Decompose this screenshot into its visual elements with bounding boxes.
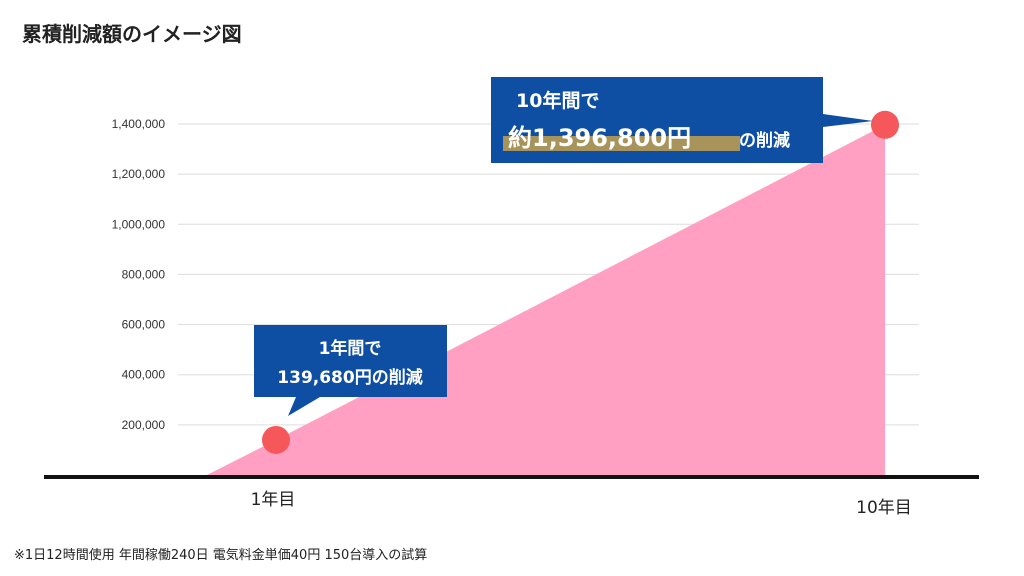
x-axis-labels: 1年目 10年目 xyxy=(251,490,912,518)
callout-year1-line2: 139,680円の削減 xyxy=(277,367,422,388)
y-tick-label: 600,000 xyxy=(122,318,166,332)
callout-year10-amount: 約1,396,800円 xyxy=(508,124,691,152)
data-point-marker xyxy=(262,425,290,454)
y-tick-label: 1,000,000 xyxy=(112,217,166,231)
y-tick-label: 400,000 xyxy=(122,368,166,382)
x-tick-label: 1年目 xyxy=(251,490,296,510)
callout-year1: 1年間で 139,680円の削減 xyxy=(254,325,447,416)
savings-area xyxy=(207,124,885,476)
callout-year10-suffix: の削減 xyxy=(739,130,790,151)
callout-year1-line1: 1年間で xyxy=(319,338,382,359)
x-tick-label: 10年目 xyxy=(856,498,912,518)
callout-year10: 10年間で 約1,396,800円 の削減 xyxy=(491,77,873,163)
callout-year1-box xyxy=(254,325,447,416)
amount-highlight xyxy=(503,136,740,151)
y-tick-label: 200,000 xyxy=(122,418,166,432)
y-tick-label: 1,400,000 xyxy=(112,117,166,131)
callout-year10-line1: 10年間で xyxy=(516,89,599,112)
data-markers xyxy=(262,110,899,454)
data-point-marker xyxy=(871,110,899,139)
footnote: ※1日12時間使用 年間稼働240日 電気料金単価40円 150台導入の試算 xyxy=(14,548,428,563)
y-tick-label: 800,000 xyxy=(122,267,166,281)
chart-title: 累積削減額のイメージ図 xyxy=(22,22,242,46)
y-axis-ticks: 200,000 400,000 600,000 800,000 1,000,000 1,2… xyxy=(112,117,166,432)
y-tick-label: 1,200,000 xyxy=(112,167,166,181)
